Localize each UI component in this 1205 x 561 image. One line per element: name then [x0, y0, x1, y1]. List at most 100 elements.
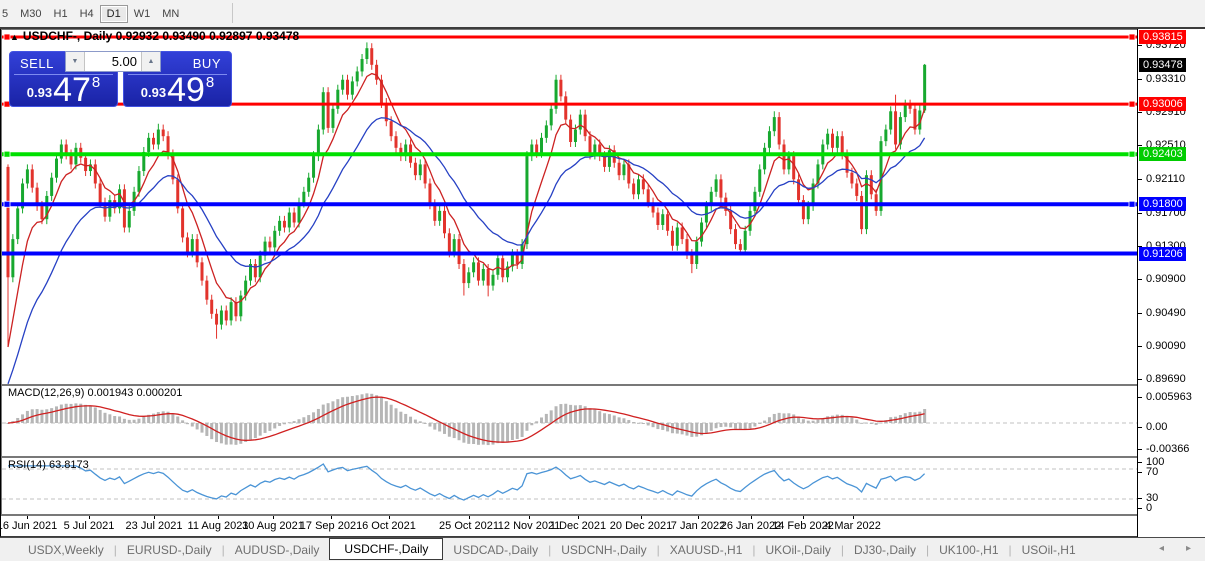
macd-scale-tick [1138, 397, 1142, 398]
rsi-scale-label: 70 [1146, 466, 1159, 478]
volume-increase-button[interactable]: ▲ [141, 52, 160, 71]
sell-price-big: 47 [53, 71, 91, 109]
date-tick-mark [154, 516, 155, 519]
price-tick-mark [1138, 278, 1142, 280]
date-tick-mark [751, 516, 752, 519]
buy-price: 0.93 49 8 [124, 71, 231, 107]
rsi-scale-tick [1138, 472, 1142, 473]
ohlc-close: 0.93478 [255, 30, 300, 43]
rsi-scale-label: 30 [1146, 492, 1159, 504]
tab-separator: | [113, 542, 117, 557]
sell-label: SELL [20, 56, 54, 71]
chart-tab-eurusd-daily[interactable]: EURUSD-,Daily [126, 542, 212, 557]
tab-separator: | [752, 542, 756, 557]
timeframe-button-h4[interactable]: H4 [79, 8, 94, 20]
price-level-badge: 0.91206 [1139, 246, 1186, 261]
date-tick-label: 14 Feb 2022 [772, 520, 834, 532]
price-tick-mark [1138, 178, 1142, 180]
date-tick-mark [698, 516, 699, 519]
chart-tab-usdx-weekly[interactable]: USDX,Weekly [28, 542, 104, 557]
panel-collapse-icon[interactable]: ▲ [10, 32, 19, 42]
date-tick-label: 5 Jul 2021 [63, 520, 115, 532]
timeframe-button-5[interactable]: 5 [2, 8, 9, 20]
timeframe-button-d1[interactable]: D1 [99, 5, 128, 23]
date-tick-mark [27, 516, 28, 519]
price-level-badge: 0.93006 [1139, 97, 1186, 112]
volume-input[interactable]: 5.00 [111, 54, 137, 69]
timeframe-button-mn[interactable]: MN [162, 8, 180, 20]
price-level-badge: 0.91800 [1139, 197, 1186, 212]
price-tick-mark [1138, 379, 1142, 381]
price-tick-mark [1138, 212, 1142, 214]
sell-price-base: 0.93 [26, 85, 53, 100]
volume-decrease-button[interactable]: ▼ [66, 52, 85, 71]
macd-scale-label: -0.00366 [1146, 443, 1190, 455]
tab-scroll-left-icon[interactable]: ◂ [1158, 543, 1164, 554]
tab-separator: | [221, 542, 225, 557]
date-tick-mark [469, 516, 470, 519]
date-axis[interactable]: 16 Jun 2021 5 Jul 2021 23 Jul 2021 11 Aug 2… [0, 516, 1137, 537]
date-tick-label: 1 Dec 2021 [549, 520, 607, 532]
macd-pane[interactable]: MACD(12,26,9) 0.001943 0.000201 [2, 386, 1137, 456]
date-tick-label: 30 Aug 2021 [242, 520, 304, 532]
chart-area: ▲ USDCHF-, Daily 0.92932 0.93490 0.92897 … [0, 29, 1137, 516]
tab-scroll-right-icon[interactable]: ▸ [1185, 543, 1191, 554]
tab-separator: | [1008, 542, 1012, 557]
chart-tab-usoil-h1[interactable]: USOil-,H1 [1021, 542, 1076, 557]
chart-tab-uk100-h1[interactable]: UK100-,H1 [939, 542, 999, 557]
sell-price: 0.93 47 8 [10, 71, 117, 109]
date-tick-mark [529, 516, 530, 519]
timeframe-button-h1[interactable]: H1 [53, 8, 68, 20]
tab-separator: | [840, 542, 844, 557]
chart-tab-usdcnh-daily[interactable]: USDCNH-,Daily [561, 542, 647, 557]
price-tick-mark [1138, 346, 1142, 348]
toolbar-divider [0, 27, 1205, 29]
price-axis[interactable]: 0.93720 0.93310 0.92910 0.92510 0.92110 0.917… [1137, 29, 1205, 537]
volume-stepper: ▼ 5.00 ▲ [65, 51, 161, 72]
rsi-pane[interactable]: RSI(14) 63.8173 [2, 458, 1137, 514]
timeframe-button-m30[interactable]: M30 [20, 8, 42, 20]
price-tick-label: 0.90090 [1146, 340, 1186, 353]
date-tick-mark [331, 516, 332, 519]
date-tick-label: 20 Dec 2021 [609, 520, 673, 532]
date-tick-mark [578, 516, 579, 519]
tab-separator: | [926, 542, 930, 557]
buy-button[interactable]: BUY 0.93 49 8 [123, 51, 232, 107]
macd-scale-tick [1138, 449, 1142, 450]
price-tick-label: 0.89690 [1146, 373, 1186, 386]
date-tick-mark [853, 516, 854, 519]
macd-value-signal: 0.000201 [136, 387, 183, 399]
chart-tab-dj30-daily[interactable]: DJ30-,Daily [853, 542, 916, 557]
price-level-badge: 0.92403 [1139, 147, 1186, 162]
rsi-chart [2, 463, 1137, 501]
macd-chart [2, 393, 1137, 446]
chart-tab-xauusd-h1[interactable]: XAUUSD-,H1 [669, 542, 743, 557]
date-tick-mark [803, 516, 804, 519]
price-tick-mark [1138, 145, 1142, 147]
date-tick-label: 23 Jul 2021 [125, 520, 183, 532]
timeframe-button-w1[interactable]: W1 [133, 8, 151, 20]
one-click-trading-panel: SELL 0.93 47 8 BUY 0.93 49 8 [9, 49, 232, 108]
rsi-scale-tick [1138, 462, 1142, 463]
buy-price-pip: 8 [205, 74, 215, 91]
price-tick-mark [1138, 78, 1142, 80]
chart-tab-audusd-daily[interactable]: AUDUSD-,Daily [234, 542, 320, 557]
macd-value-main: 0.001943 [87, 387, 134, 399]
price-tick-label: 0.92110 [1146, 172, 1185, 185]
chart-tab-usdcad-daily[interactable]: USDCAD-,Daily [453, 542, 539, 557]
date-tick-label: 17 Sep 2021 [299, 520, 363, 532]
date-tick-mark [273, 516, 274, 519]
date-tick-label: 25 Oct 2021 [439, 520, 499, 532]
chart-tab-usdchf-daily[interactable]: USDCHF-,Daily [329, 537, 444, 560]
price-tick-label: 0.90490 [1146, 306, 1186, 319]
chart-tab-bar: USDX,Weekly | EURUSD-,Daily | AUDUSD-,Daily U… [0, 537, 1205, 561]
price-tick-mark [1138, 112, 1142, 114]
date-tick-mark [389, 516, 390, 519]
main-chart-pane[interactable]: ▲ USDCHF-, Daily 0.92932 0.93490 0.92897 … [2, 30, 1137, 384]
sell-underline [14, 74, 113, 75]
macd-label: MACD(12,26,9) 0.001943 0.000201 [8, 387, 183, 399]
chart-symbol-label: USDCHF-, Daily [22, 30, 113, 43]
buy-underline [128, 74, 227, 75]
chart-tab-ukoil-daily[interactable]: UKOil-,Daily [765, 542, 831, 557]
